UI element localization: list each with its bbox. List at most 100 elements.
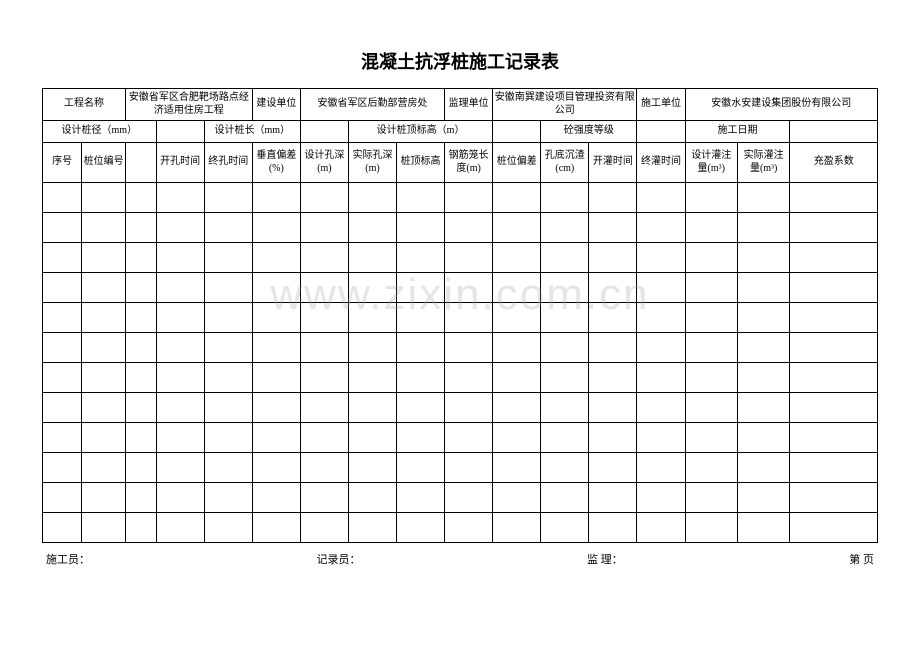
table-cell — [348, 453, 396, 483]
table-row — [43, 243, 878, 273]
table-cell — [541, 333, 589, 363]
table-cell — [685, 333, 737, 363]
table-cell — [43, 333, 82, 363]
design-length-label: 设计桩长（mm） — [204, 121, 300, 143]
table-cell — [397, 273, 445, 303]
table-cell — [82, 243, 126, 273]
concrete-grade-label: 砼强度等级 — [541, 121, 637, 143]
table-cell — [637, 513, 685, 543]
page-title: 混凝土抗浮桩施工记录表 — [42, 48, 878, 74]
table-cell — [637, 183, 685, 213]
table-cell — [445, 333, 493, 363]
col-pour-start: 开灌时间 — [589, 143, 637, 183]
table-cell — [445, 483, 493, 513]
table-cell — [737, 453, 789, 483]
table-cell — [204, 483, 252, 513]
design-length-value — [300, 121, 348, 143]
col-blank — [126, 143, 157, 183]
table-cell — [43, 483, 82, 513]
table-cell — [156, 483, 204, 513]
col-pour-end: 终灌时间 — [637, 143, 685, 183]
table-cell — [541, 423, 589, 453]
table-cell — [790, 183, 878, 213]
col-design-depth: 设计孔深(m) — [300, 143, 348, 183]
table-row — [43, 363, 878, 393]
footer-recorder: 记录员： — [317, 551, 361, 567]
table-cell — [589, 513, 637, 543]
table-cell — [685, 483, 737, 513]
table-cell — [252, 483, 300, 513]
table-cell — [82, 213, 126, 243]
table-cell — [541, 393, 589, 423]
table-cell — [300, 363, 348, 393]
table-cell — [82, 303, 126, 333]
table-cell — [252, 423, 300, 453]
col-design-vol: 设计灌注量(m³) — [685, 143, 737, 183]
table-cell — [156, 273, 204, 303]
supervise-unit-label: 监理单位 — [445, 89, 493, 121]
table-cell — [348, 213, 396, 243]
table-cell — [790, 213, 878, 243]
table-cell — [126, 393, 157, 423]
table-cell — [445, 213, 493, 243]
table-cell — [82, 363, 126, 393]
table-cell — [348, 483, 396, 513]
table-row — [43, 483, 878, 513]
table-cell — [43, 393, 82, 423]
table-cell — [737, 393, 789, 423]
col-end-time: 终孔时间 — [204, 143, 252, 183]
table-cell — [445, 453, 493, 483]
table-cell — [685, 453, 737, 483]
table-cell — [126, 333, 157, 363]
table-row — [43, 423, 878, 453]
table-cell — [126, 423, 157, 453]
table-cell — [493, 243, 541, 273]
table-cell — [300, 423, 348, 453]
table-cell — [397, 513, 445, 543]
table-cell — [445, 423, 493, 453]
table-cell — [737, 423, 789, 453]
table-cell — [493, 423, 541, 453]
table-cell — [397, 183, 445, 213]
table-cell — [397, 363, 445, 393]
table-cell — [493, 273, 541, 303]
table-cell — [348, 183, 396, 213]
table-cell — [82, 183, 126, 213]
table-row — [43, 183, 878, 213]
table-cell — [156, 423, 204, 453]
table-cell — [300, 393, 348, 423]
table-cell — [737, 273, 789, 303]
table-cell — [737, 333, 789, 363]
table-cell — [541, 183, 589, 213]
table-cell — [589, 423, 637, 453]
concrete-grade-value — [637, 121, 685, 143]
table-cell — [493, 183, 541, 213]
table-cell — [637, 393, 685, 423]
table-cell — [43, 303, 82, 333]
table-cell — [790, 333, 878, 363]
table-cell — [204, 303, 252, 333]
table-cell — [126, 243, 157, 273]
table-cell — [445, 243, 493, 273]
table-cell — [43, 363, 82, 393]
table-cell — [82, 483, 126, 513]
table-cell — [589, 483, 637, 513]
table-cell — [348, 273, 396, 303]
header-row-1: 工程名称 安徽省军区合肥靶场路点经济适用住房工程 建设单位 安徽省军区后勤部营房… — [43, 89, 878, 121]
table-cell — [126, 363, 157, 393]
table-cell — [43, 513, 82, 543]
table-cell — [252, 513, 300, 543]
col-actual-depth: 实际孔深(m) — [348, 143, 396, 183]
table-cell — [397, 333, 445, 363]
table-cell — [300, 453, 348, 483]
table-cell — [397, 453, 445, 483]
table-cell — [300, 483, 348, 513]
table-cell — [43, 183, 82, 213]
table-cell — [737, 213, 789, 243]
table-cell — [43, 243, 82, 273]
table-cell — [82, 453, 126, 483]
table-cell — [348, 363, 396, 393]
table-cell — [637, 453, 685, 483]
table-cell — [685, 513, 737, 543]
table-cell — [348, 513, 396, 543]
